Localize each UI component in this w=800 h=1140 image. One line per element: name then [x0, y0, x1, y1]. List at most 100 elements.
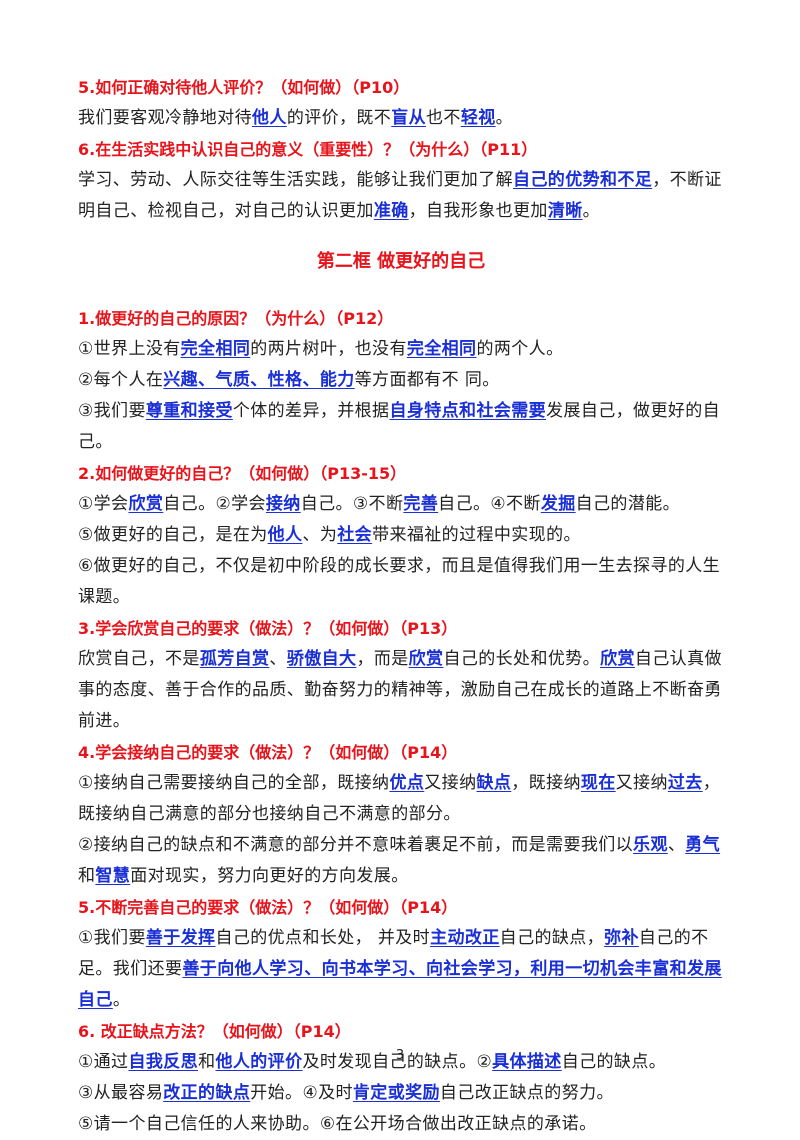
section-title: 第二框 做更好的自己	[316, 251, 486, 272]
text-run: 自己的缺点，	[499, 928, 605, 948]
key-term: 肯定或奖励	[352, 1083, 440, 1103]
text-run: ①学会	[78, 494, 129, 514]
paragraph: ①我们要善于发挥自己的优点和长处， 并及时主动改正自己的缺点，弥补自己的不足。我…	[78, 923, 724, 1016]
paragraph: ⑥做更好的自己，不仅是初中阶段的成长要求，而且是值得我们用一生去探寻的人生课题。	[78, 551, 724, 613]
text-run: 自己的不足。我们还要	[78, 928, 709, 979]
key-term: 欣赏	[600, 649, 635, 669]
key-term: 善于向他人学习、向书本学习、向社会学习，利用一切机会丰富和发展自己	[78, 959, 722, 1010]
key-term: 接纳	[265, 494, 301, 514]
text-run: 自己的优点和长处， 并及时	[215, 928, 431, 948]
key-term: 兴趣、气质、性格、能力	[163, 370, 355, 390]
text-run: 和	[78, 866, 96, 886]
key-term: 自身特点和社会需要	[389, 401, 547, 421]
text-run: ，而是	[356, 649, 409, 669]
text-run: 和	[198, 1052, 216, 1072]
key-term: 轻视	[460, 108, 496, 128]
text-run: 及时发现自己的缺点。②	[302, 1052, 493, 1072]
text-run: 开始。④及时	[250, 1083, 353, 1103]
text-run: 自己的长处和优势。	[443, 649, 601, 669]
key-term: 自我反思	[128, 1052, 199, 1072]
key-term: 盲从	[391, 108, 427, 128]
key-term: 孤芳自赏	[199, 649, 270, 669]
text-run: 自己改正缺点的努力。	[439, 1083, 614, 1103]
text-run: 、为	[302, 525, 338, 545]
text-run: 的两片树叶，也没有	[250, 339, 407, 359]
paragraph: 学习、劳动、人际交往等生活实践，能够让我们更加了解自己的优势和不足，不断证明自己…	[78, 165, 724, 227]
text-run: 自己的潜能。	[575, 494, 681, 514]
key-term: 弥补	[604, 928, 639, 948]
key-term: 过去	[667, 773, 703, 793]
text-run: 欣赏自己，不是	[78, 649, 200, 669]
paragraph: ①接纳自己需要接纳自己的全部，既接纳优点又接纳缺点，既接纳现在又接纳过去，既接纳…	[78, 768, 724, 830]
paragraph: ①世界上没有完全相同的两片树叶，也没有完全相同的两个人。	[78, 334, 724, 365]
paragraph: ③我们要尊重和接受个体的差异，并根据自身特点和社会需要发展自己，做更好的自己。	[78, 396, 724, 458]
question-heading: 4.学会接纳自己的要求（做法）？（如何做）（P14）	[78, 743, 458, 762]
text-run: ⑥做更好的自己，不仅是初中阶段的成长要求，而且是值得我们用一生去探寻的人生课题。	[78, 556, 721, 607]
text-run: 等方面都有不 同。	[354, 370, 500, 390]
text-run: ，自我形象也更加	[408, 201, 548, 221]
key-term: 他人	[267, 525, 303, 545]
text-run: 也不	[426, 108, 461, 128]
text-run: ⑤做更好的自己，是在为	[78, 525, 268, 545]
key-term: 主动改正	[430, 928, 500, 948]
paragraph: 我们要客观冷静地对待他人的评价，既不盲从也不轻视。	[78, 103, 724, 134]
text-run: 发展自己，做更好的自己。	[78, 401, 721, 452]
text-run: ②每个人在	[78, 370, 164, 390]
text-run: 的两个人。	[476, 339, 564, 359]
key-term: 欣赏	[128, 494, 164, 514]
paragraph: ②接纳自己的缺点和不满意的部分并不意味着裹足不前，而是需要我们以乐观、勇气和智慧…	[78, 830, 724, 892]
text-run: 的评价，既不	[286, 108, 392, 128]
paragraph: ③从最容易改正的缺点开始。④及时肯定或奖励自己改正缺点的努力。	[78, 1078, 724, 1109]
key-term: 乐观	[633, 835, 668, 855]
key-term: 现在	[580, 773, 616, 793]
text-run: 、	[667, 835, 686, 855]
text-run: 。	[582, 201, 601, 221]
key-term: 完全相同	[406, 339, 477, 359]
text-run: 个体的差异，并根据	[232, 401, 390, 421]
key-term: 他人	[252, 108, 287, 128]
key-term: 骄傲自大	[286, 649, 357, 669]
key-term: 清晰	[547, 201, 583, 221]
text-run: 又接纳	[424, 773, 477, 793]
question-heading: 5.不断完善自己的要求（做法）？（如何做）（P14）	[78, 898, 458, 917]
paragraph: 欣赏自己，不是孤芳自赏、骄傲自大，而是欣赏自己的长处和优势。欣赏自己认真做事的态…	[78, 644, 724, 737]
key-term: 完善	[403, 494, 439, 514]
question-heading: 6. 改正缺点方法？（如何做）（P14）	[78, 1022, 351, 1041]
text-run: 面对现实，努力向更好的方向发展。	[130, 866, 409, 886]
text-run: 自己。③不断	[300, 494, 404, 514]
text-run: ①通过	[78, 1052, 129, 1072]
text-run: ①我们要	[78, 928, 146, 948]
question-heading: 1.做更好的自己的原因？（为什么）（P12）	[78, 309, 394, 328]
question-heading: 3.学会欣赏自己的要求（做法）？（如何做）（P13）	[78, 619, 458, 638]
text-run: 自己的缺点。	[561, 1052, 667, 1072]
text-run: 、	[269, 649, 287, 669]
text-run: 学习、劳动、人际交往等生活实践，能够让我们更加了解	[78, 170, 513, 190]
paragraph: ①通过自我反思和他人的评价及时发现自己的缺点。②具体描述自己的缺点。	[78, 1047, 724, 1078]
key-term: 发掘	[540, 494, 576, 514]
question-heading: 5.如何正确对待他人评价？（如何做）（P10）	[78, 78, 410, 97]
paragraph: ⑤请一个自己信任的人来协助。⑥在公开场合做出改正缺点的承诺。	[78, 1109, 724, 1140]
key-term: 尊重和接受	[145, 401, 233, 421]
text-run: ⑤请一个自己信任的人来协助。⑥在公开场合做出改正缺点的承诺。	[78, 1114, 597, 1134]
text-run: 带来福祉的过程中实现的。	[372, 525, 581, 545]
text-run: ③我们要	[78, 401, 146, 421]
key-term: 具体描述	[492, 1052, 562, 1072]
text-run: ，既接纳自己满意的部分也接纳自己不满意的部分。	[78, 773, 721, 824]
text-run: ①接纳自己需要接纳自己的全部，既接纳	[78, 773, 390, 793]
paragraph: ⑤做更好的自己，是在为他人、为社会带来福祉的过程中实现的。	[78, 520, 724, 551]
text-run: 我们要客观冷静地对待	[78, 108, 252, 128]
key-term: 欣赏	[408, 649, 444, 669]
key-term: 他人的评价	[215, 1052, 303, 1072]
key-term: 善于发挥	[145, 928, 216, 948]
key-term: 社会	[337, 525, 373, 545]
question-heading: 2.如何做更好的自己？（如何做）（P13-15）	[78, 464, 407, 483]
key-term: 缺点	[476, 773, 512, 793]
text-run: 自己。②学会	[163, 494, 266, 514]
text-run: ①世界上没有	[78, 339, 181, 359]
text-run: 又接纳	[615, 773, 668, 793]
paragraph: ①学会欣赏自己。②学会接纳自己。③不断完善自己。④不断发掘自己的潜能。	[78, 489, 724, 520]
key-term: 准确	[373, 201, 409, 221]
text-run: 。	[112, 990, 131, 1010]
key-term: 勇气	[685, 835, 721, 855]
